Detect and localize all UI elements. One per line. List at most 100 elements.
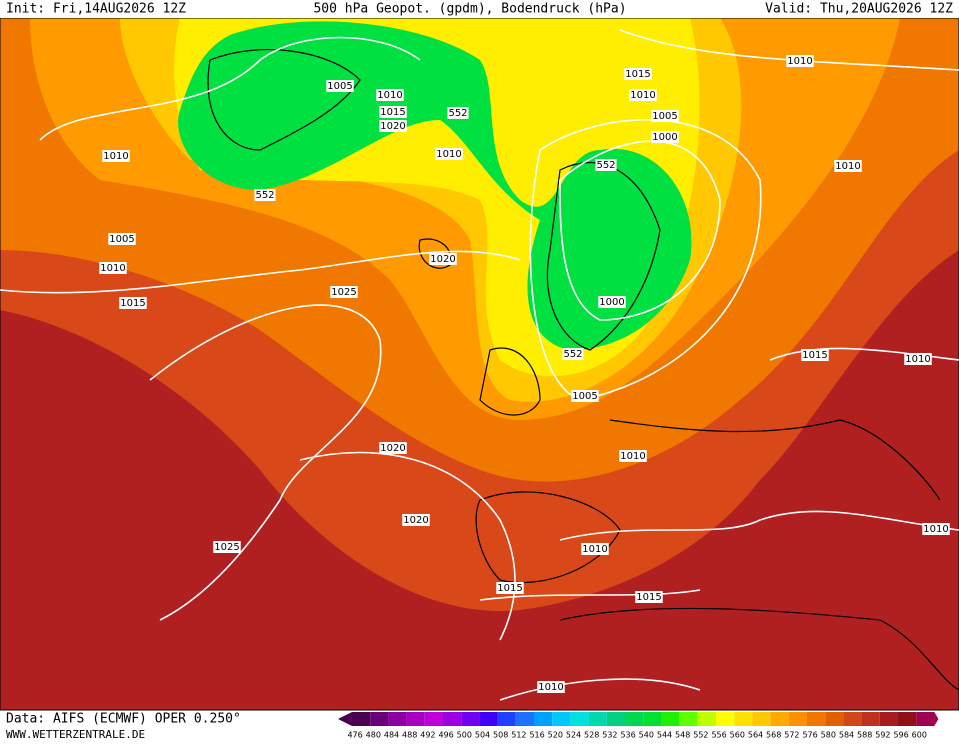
contour-label-bg	[326, 80, 354, 92]
contour-label-bg	[571, 390, 599, 402]
colorbar-label: 520	[548, 731, 563, 740]
colorbar-label: 488	[402, 731, 417, 740]
contour-label-bg	[102, 150, 130, 162]
colorbar-label: 588	[857, 731, 872, 740]
colorbar-label: 580	[821, 731, 836, 740]
colorbar-swatch	[534, 712, 553, 726]
colorbar-swatch	[443, 712, 462, 726]
colorbar-swatch	[898, 712, 917, 726]
colorbar-swatch	[479, 712, 498, 726]
colorbar-label: 576	[802, 731, 817, 740]
colorbar-swatch	[807, 712, 826, 726]
colorbar-swatch	[716, 712, 735, 726]
contour-label-bg	[922, 523, 950, 535]
contour-label-bg	[537, 681, 565, 693]
colorbar-label: 504	[475, 731, 490, 740]
colorbar-label: 500	[457, 731, 472, 740]
contour-label: 1000	[652, 132, 677, 143]
contour-label-bg	[904, 353, 932, 365]
colorbar-swatch	[788, 712, 807, 726]
colorbar-label: 508	[493, 731, 508, 740]
contour-label: 1010	[100, 263, 125, 274]
contour-label-bg	[108, 233, 136, 245]
contour-label: 1015	[625, 69, 650, 80]
contour-label: 1010	[377, 90, 402, 101]
contour-label-bg	[496, 582, 524, 594]
colorbar-label: 528	[584, 731, 599, 740]
contour-label-bg	[629, 89, 657, 101]
contour-label: 1020	[380, 443, 405, 454]
colorbar-label: 592	[875, 731, 890, 740]
init-time: Init: Fri,14AUG2026 12Z	[6, 2, 186, 17]
contour-label-bg	[379, 120, 407, 132]
contour-label: 1005	[572, 391, 597, 402]
colorbar-label: 496	[438, 731, 453, 740]
contour-label-bg	[786, 55, 814, 67]
colorbar-label: 512	[511, 731, 526, 740]
colorbar-swatch	[588, 712, 607, 726]
contour-label: 1015	[120, 298, 145, 309]
contour-label-bg	[119, 297, 147, 309]
contour-label: 1010	[905, 354, 930, 365]
valid-time: Valid: Thu,20AUG2026 12Z	[765, 2, 953, 17]
colorbar-arrow-right	[934, 712, 939, 726]
colorbar-swatch	[879, 712, 898, 726]
contour-label-bg	[801, 349, 829, 361]
colorbar-swatch	[625, 712, 644, 726]
colorbar: 476 480 484 488 492 496 500 504 508 512 516 520 524 5…	[338, 712, 939, 740]
colorbar-swatch	[679, 712, 698, 726]
contour-label-bg	[330, 286, 358, 298]
colorbar-swatch	[697, 712, 716, 726]
colorbar-swatch	[752, 712, 771, 726]
contour-label: 1010	[436, 149, 461, 160]
contour-label: 1010	[835, 161, 860, 172]
contour-label-bg	[624, 68, 652, 80]
colorbar-label: 532	[602, 731, 617, 740]
colorbar-label: 600	[912, 731, 927, 740]
colorbar-arrow-left	[338, 712, 352, 726]
colorbar-swatch	[370, 712, 389, 726]
colorbar-label: 552	[693, 731, 708, 740]
contour-label-bg	[595, 159, 617, 171]
colorbar-label: 540	[639, 731, 654, 740]
contour-label: 1015	[636, 592, 661, 603]
contour-label-bg	[447, 107, 469, 119]
contour-label: 1010	[582, 544, 607, 555]
colorbar-label: 560	[730, 731, 745, 740]
colorbar-swatch	[825, 712, 844, 726]
contour-label-bg	[581, 543, 609, 555]
contour-label: 552	[255, 190, 274, 201]
contour-label: 1000	[599, 297, 624, 308]
colorbar-label: 536	[620, 731, 635, 740]
contour-label: 552	[448, 108, 467, 119]
contour-label: 1010	[630, 90, 655, 101]
contour-label-bg	[834, 160, 862, 172]
contour-label-bg	[429, 253, 457, 265]
colorbar-label: 516	[529, 731, 544, 740]
contour-label: 1005	[652, 111, 677, 122]
contour-label: 1025	[214, 542, 239, 553]
isobars	[0, 29, 959, 701]
contour-label: 1020	[430, 254, 455, 265]
colorbar-label: 480	[366, 731, 381, 740]
colorbar-swatch	[570, 712, 589, 726]
contour-label-bg	[651, 110, 679, 122]
contour-label-bg	[213, 541, 241, 553]
colorbar-swatch	[515, 712, 534, 726]
contour-label: 1010	[538, 682, 563, 693]
contour-label: 1015	[802, 350, 827, 361]
contour-label: 1010	[103, 151, 128, 162]
colorbar-swatch	[734, 712, 753, 726]
colorbar-swatch	[916, 712, 935, 726]
contour-label: 1010	[620, 451, 645, 462]
contour-label: 1015	[380, 107, 405, 118]
colorbar-label: 572	[784, 731, 799, 740]
contour-label-bg	[379, 106, 407, 118]
map-title: 500 hPa Geopot. (gpdm), Bodendruck (hPa)	[313, 2, 626, 17]
colorbar-swatch	[352, 712, 371, 726]
colorbar-swatch	[497, 712, 516, 726]
contour-label-bg	[435, 148, 463, 160]
map-field	[0, 17, 959, 711]
colorbar-swatch	[424, 712, 443, 726]
contour-label-bg	[598, 296, 626, 308]
